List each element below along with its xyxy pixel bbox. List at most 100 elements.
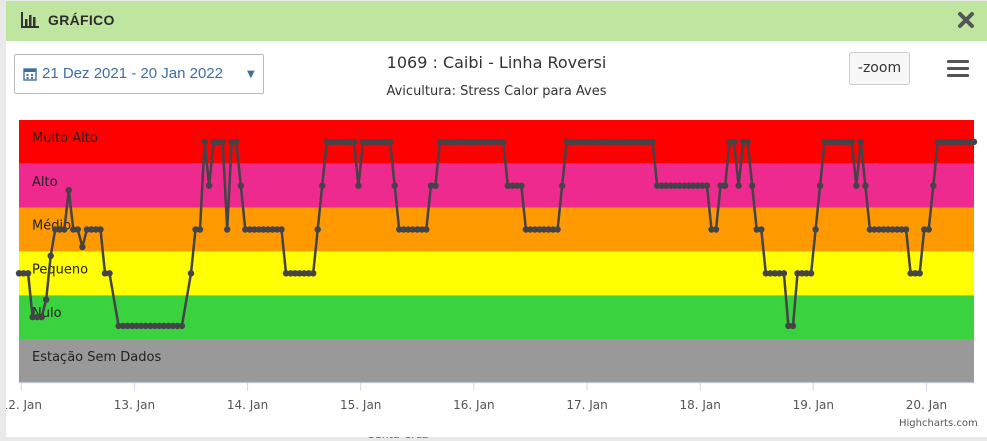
data-point [617,138,625,146]
data-point [676,182,683,189]
date-range-picker[interactable]: 21 Dez 2021 - 20 Jan 2022 ▼ [14,54,264,94]
data-point [405,226,412,233]
data-point [907,270,914,277]
y-category-label: Estação Sem Dados [32,350,161,365]
data-point [672,182,679,189]
data-point [884,226,892,233]
data-point [934,138,941,146]
data-point [577,138,584,146]
data-point [902,226,910,233]
data-point [848,138,855,146]
data-point [314,226,321,233]
data-point [572,138,579,146]
data-point [495,138,502,146]
data-point [943,138,950,146]
data-point [608,138,616,146]
data-point [269,226,276,233]
data-point [273,226,281,233]
data-point [554,226,561,233]
data-point [427,182,435,189]
data-point [776,270,783,277]
data-point [97,226,104,233]
data-point [418,226,425,233]
data-point [106,270,113,277]
data-point [563,138,570,146]
hamburger-menu-icon[interactable] [947,60,969,78]
data-point [726,138,733,146]
data-point [477,138,484,146]
dialog-title: GRÁFICO [48,12,115,28]
y-category-label: Alto [32,175,58,190]
data-point [251,226,258,233]
data-point [663,182,670,189]
data-point [590,138,597,146]
data-point [767,270,774,277]
data-point [599,138,607,146]
highcharts-credits[interactable]: Highcharts.com [899,418,978,429]
close-icon[interactable] [956,10,976,30]
data-point [844,138,851,146]
data-point [952,138,960,146]
data-point [187,270,195,277]
data-point [785,322,792,330]
data-point [156,322,163,330]
data-point [43,296,50,303]
chart-title: 1069 : Caibi - Linha Roversi [386,53,607,72]
data-point [228,138,235,146]
data-point [47,252,54,259]
calendar-icon [23,68,37,81]
data-point [52,226,59,233]
data-point [740,138,747,146]
data-point [513,182,521,189]
bar-chart-icon [21,12,39,28]
data-point [391,182,398,189]
data-point [368,138,376,146]
x-tick-label: 17. Jan [566,398,607,412]
data-point [472,138,480,146]
data-point [124,322,131,330]
data-point [133,322,140,330]
data-point [527,226,534,233]
data-point [830,138,837,146]
data-point [771,270,779,277]
data-point [735,182,742,189]
data-point [210,138,217,146]
data-point [626,138,634,146]
data-point [38,313,45,321]
data-point [332,138,339,146]
data-point [160,322,167,330]
data-point [708,226,715,233]
band-2 [19,251,974,296]
band-1 [19,295,974,339]
data-point [20,270,27,277]
data-point [925,226,932,233]
data-point [214,138,222,146]
data-point [346,138,353,146]
data-point [789,322,797,330]
data-point [61,226,68,233]
data-point [866,226,874,233]
data-point [400,226,407,233]
band-4 [19,163,974,208]
data-point [319,182,326,189]
x-tick-label: 20. Jan [906,398,947,412]
data-point [129,322,136,330]
data-point [463,138,471,146]
y-category-label: Pequeno [32,262,88,277]
data-point [441,138,448,146]
x-tick-label: 19. Jan [793,398,834,412]
data-point [545,226,552,233]
data-point [83,226,91,233]
data-point [717,182,724,189]
data-point [595,138,602,146]
zoom-out-button[interactable]: -zoom [849,52,910,85]
data-point [658,182,665,189]
data-point [531,226,539,233]
data-point [970,138,978,146]
data-point [255,226,263,233]
data-point [436,138,444,146]
data-point [821,138,828,146]
data-point [119,322,127,330]
data-point [518,182,525,189]
data-point [721,182,729,189]
